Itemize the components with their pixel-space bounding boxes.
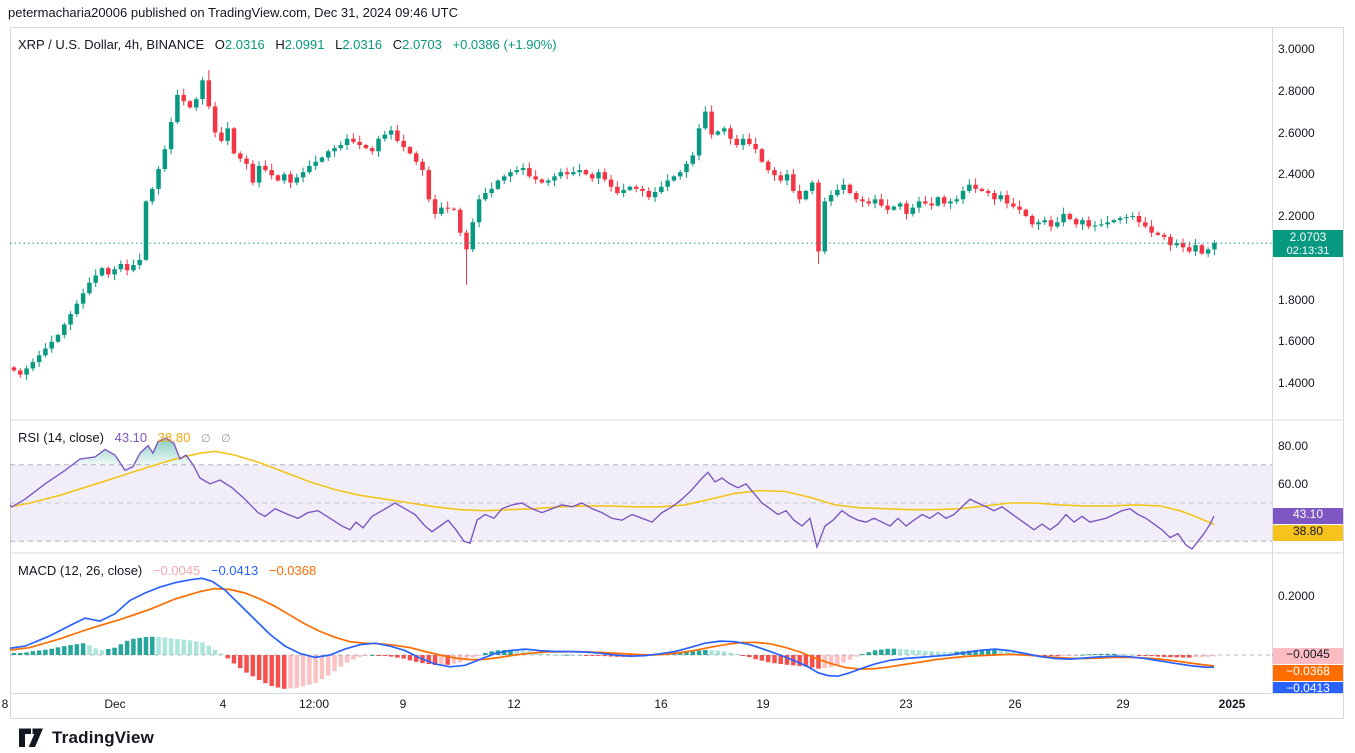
current-price: 2.0703 <box>1289 230 1327 244</box>
rsi-ma-badge: 38.80 <box>1273 524 1343 541</box>
macd-hist-value: −0.0045 <box>152 563 201 578</box>
time-axis-label[interactable]: 23 <box>899 697 913 711</box>
widget-bottom-border <box>10 718 1344 719</box>
attribution-text: petermacharia20006 published on TradingV… <box>8 5 458 20</box>
widget-right-border <box>1343 27 1344 718</box>
time-axis-label[interactable]: 12 <box>507 697 521 711</box>
change-value: +0.0386 (+1.90%) <box>452 37 557 52</box>
macd-line-value: −0.0413 <box>210 563 259 578</box>
macd-signal-line <box>10 587 1215 671</box>
bar-countdown: 02:13:31 <box>1286 244 1330 257</box>
time-axis-label[interactable]: 26 <box>1008 697 1022 711</box>
rsi-empty-icon: ∅ <box>200 433 211 445</box>
macd-line-badge: −0.0413 <box>1273 682 1343 693</box>
time-axis[interactable]: 8 Dec 4 12:00 9 12 16 19 23 26 29 2025 <box>0 697 1355 717</box>
tradingview-logo-icon[interactable] <box>18 727 44 749</box>
rsi-ma-line <box>10 450 1215 526</box>
time-axis-label[interactable]: 16 <box>654 697 668 711</box>
low-value: 2.0316 <box>342 37 383 52</box>
high-value: 2.0991 <box>284 37 325 52</box>
widget-top-border <box>10 27 1343 28</box>
rsi-line <box>10 437 1215 550</box>
time-axis-label[interactable]: 8 <box>1 697 9 711</box>
open-value: 2.0316 <box>224 37 265 52</box>
macd-signal-value: −0.0368 <box>268 563 317 578</box>
price-scale-border <box>1272 27 1273 693</box>
close-label: C <box>392 37 403 52</box>
time-axis-label[interactable]: 2025 <box>1218 697 1246 711</box>
time-axis-label[interactable]: 9 <box>399 697 407 711</box>
main-pane-legend[interactable]: XRP / U.S. Dollar, 4h, BINANCE O2.0316 H… <box>18 37 557 52</box>
rsi-empty-icon-2: ∅ <box>221 433 231 445</box>
symbol-title: XRP / U.S. Dollar, 4h, BINANCE <box>18 37 205 52</box>
rsi-title: RSI (14, close) <box>18 430 104 445</box>
close-value: 2.0703 <box>402 37 442 52</box>
low-label: L <box>335 37 343 52</box>
time-axis-label[interactable]: 19 <box>756 697 770 711</box>
rsi-pane-legend[interactable]: RSI (14, close) 43.10 38.80 ∅ ∅ <box>18 430 231 445</box>
high-label: H <box>275 37 285 52</box>
time-axis-label[interactable]: 12:00 <box>298 697 330 711</box>
macd-signal-badge: −0.0368 <box>1273 664 1343 681</box>
macd-pane-legend[interactable]: MACD (12, 26, close) −0.0045 −0.0413 −0.… <box>18 563 316 578</box>
time-axis-border <box>10 693 1343 694</box>
rsi-ma-value: 38.80 <box>157 430 191 445</box>
widget-left-border <box>10 27 11 718</box>
current-price-badge: 2.0703 02:13:31 <box>1273 230 1343 257</box>
time-axis-label[interactable]: 29 <box>1116 697 1130 711</box>
chart-plot-area[interactable] <box>10 27 1343 718</box>
macd-title: MACD (12, 26, close) <box>18 563 143 578</box>
tradingview-brand-text[interactable]: TradingView <box>52 728 155 747</box>
macd-line <box>10 577 1215 678</box>
rsi-value: 43.10 <box>114 430 148 445</box>
rsi-value-badge: 43.10 <box>1273 507 1343 524</box>
footer: TradingView <box>18 725 154 751</box>
macd-plot <box>10 577 1272 689</box>
candlestick-series[interactable] <box>11 69 1217 381</box>
time-axis-label[interactable]: Dec <box>104 697 126 711</box>
open-label: O <box>214 37 225 52</box>
rsi-plot <box>10 437 1272 550</box>
time-axis-label[interactable]: 4 <box>219 697 227 711</box>
macd-hist-badge: −0.0045 <box>1273 647 1343 664</box>
